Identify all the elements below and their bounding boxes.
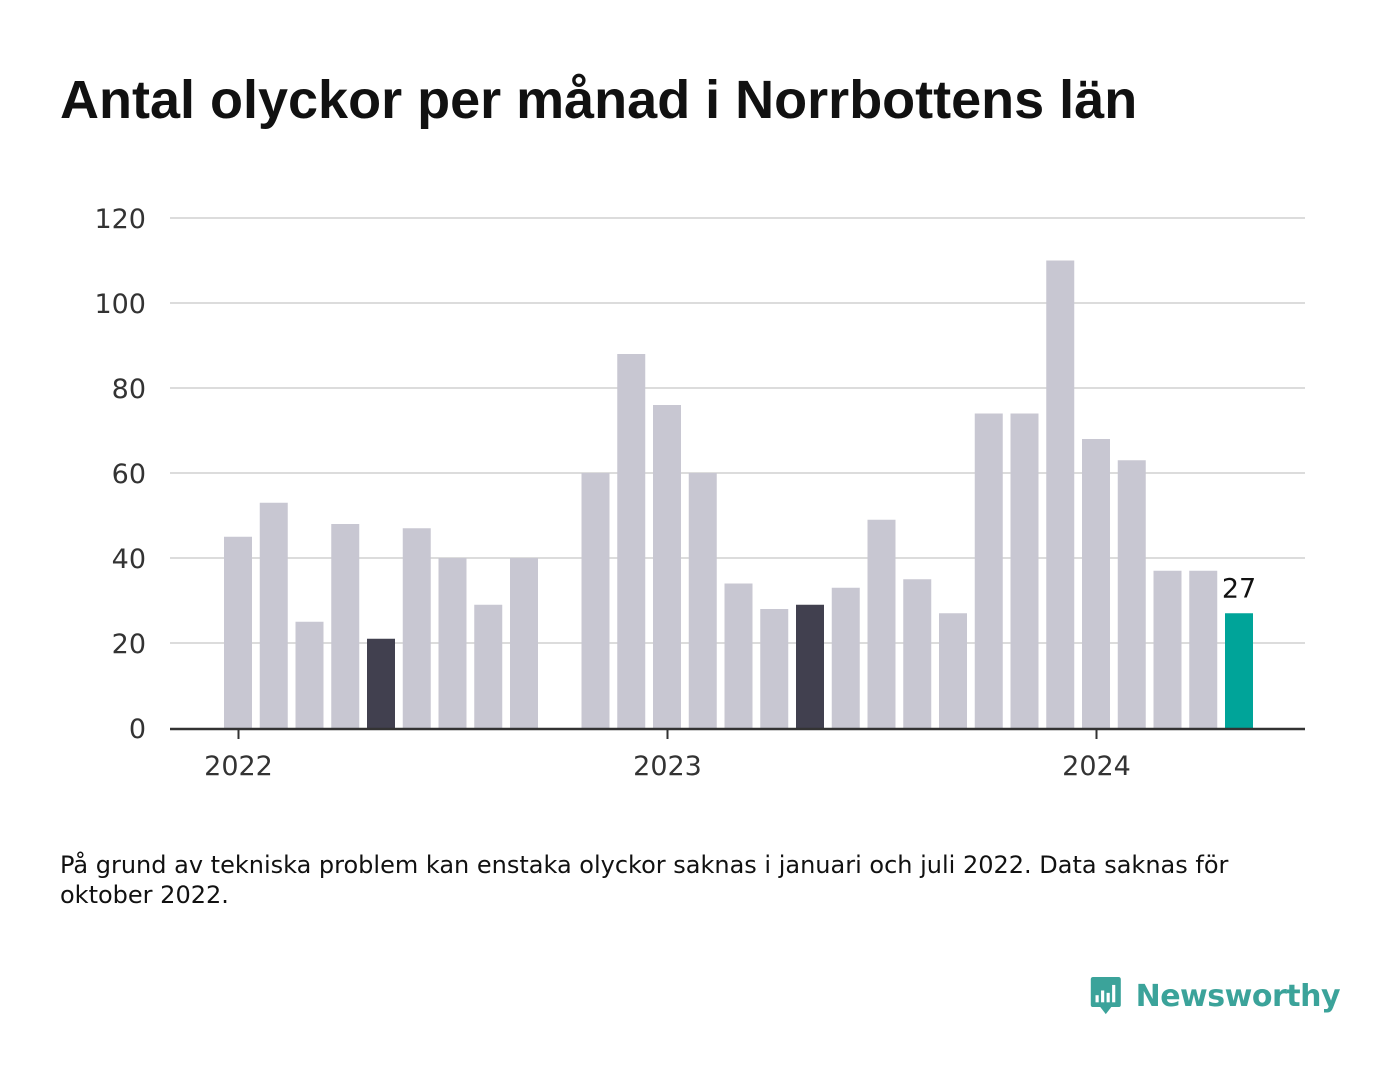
- labels: 0 20 40 60 80 100 120 27 2022 2023 2024: [94, 204, 1256, 782]
- chart-title: Antal olyckor per månad i Norrbottens lä…: [60, 70, 1138, 130]
- x-tick-label: 2022: [204, 751, 273, 782]
- bar-2022-12: [617, 354, 646, 728]
- bar-chart: 0 20 40 60 80 100 120 27 2022 2023 2024: [94, 204, 1305, 782]
- bar-2022-09: [510, 558, 538, 728]
- y-tick-label: 100: [94, 289, 146, 320]
- brand-logo[interactable]: Newsworthy: [1090, 968, 1341, 1024]
- chart-svg: 0 20 40 60 80 100 120 27 2022 2023 2024: [94, 204, 1305, 782]
- bar-2024-05: [1225, 613, 1253, 728]
- bar-chart-speech-bubble-icon: [1090, 977, 1121, 1015]
- bar-2022-03: [295, 621, 324, 728]
- bar-2023-11: [1010, 413, 1039, 728]
- bar-2023-08: [903, 579, 932, 728]
- y-tick-label: 20: [112, 629, 146, 660]
- bar-2022-07: [438, 558, 467, 728]
- bar-2022-04: [331, 524, 360, 728]
- x-tick-label: 2024: [1062, 751, 1131, 782]
- bar-2023-04: [760, 609, 789, 728]
- bar-2024-01: [1082, 439, 1110, 728]
- bar-2023-03: [724, 583, 753, 728]
- y-tick-label: 0: [129, 714, 146, 745]
- bar-2022-05: [367, 638, 395, 728]
- y-tick-label: 60: [112, 459, 146, 490]
- y-tick-label: 120: [94, 204, 146, 235]
- bar-2022-06: [402, 528, 431, 728]
- bar-2024-02: [1117, 460, 1146, 728]
- bar-2023-05: [796, 604, 824, 728]
- bar-2023-10: [974, 413, 1003, 728]
- bar-2024-04: [1189, 570, 1218, 728]
- y-tick-label: 40: [112, 544, 146, 575]
- y-tick-label: 80: [112, 374, 146, 405]
- bar-2023-01: [653, 405, 681, 728]
- bar-2023-02: [688, 473, 717, 728]
- bar-2022-02: [259, 502, 288, 728]
- axes: [170, 727, 1305, 739]
- x-tick-label: 2023: [633, 751, 702, 782]
- bar-2024-03: [1153, 570, 1182, 728]
- bars: [224, 260, 1253, 728]
- bar-2023-07: [867, 519, 896, 728]
- bar-2022-08: [474, 604, 503, 728]
- bar-2023-12: [1046, 260, 1075, 728]
- bar-2023-06: [831, 587, 860, 728]
- bar-2022-11: [581, 473, 610, 728]
- bar-2022-01: [224, 536, 252, 728]
- brand-name: Newsworthy: [1135, 978, 1341, 1014]
- data-label: 27: [1222, 573, 1256, 604]
- footnote: På grund av tekniska problem kan enstaka…: [60, 851, 1229, 909]
- bar-2023-09: [939, 613, 967, 728]
